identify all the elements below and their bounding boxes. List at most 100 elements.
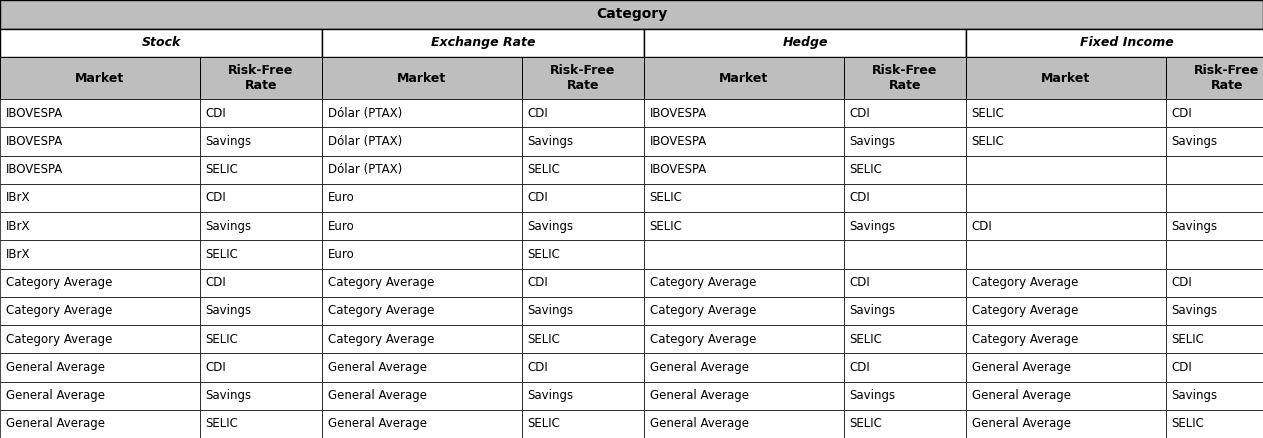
- Text: IBOVESPA: IBOVESPA: [649, 106, 707, 120]
- Bar: [322, 325, 522, 353]
- Text: SELIC: SELIC: [205, 163, 237, 176]
- Bar: [322, 297, 522, 325]
- Text: IBrX: IBrX: [5, 219, 30, 233]
- Text: Market: Market: [1042, 71, 1090, 85]
- Text: General Average: General Average: [971, 417, 1071, 431]
- Text: Category Average: Category Average: [327, 332, 434, 346]
- Text: Savings: Savings: [1171, 389, 1218, 402]
- Text: General Average: General Average: [5, 361, 105, 374]
- Bar: [966, 99, 1166, 127]
- Bar: [966, 127, 1166, 155]
- Bar: [966, 353, 1166, 381]
- Text: Category Average: Category Average: [649, 332, 757, 346]
- Text: CDI: CDI: [1171, 361, 1192, 374]
- Text: General Average: General Average: [327, 417, 427, 431]
- Bar: [966, 297, 1166, 325]
- Text: Savings: Savings: [527, 304, 573, 318]
- Text: SELIC: SELIC: [527, 417, 560, 431]
- Text: Category Average: Category Average: [649, 304, 757, 318]
- Text: SELIC: SELIC: [649, 219, 682, 233]
- Bar: [966, 155, 1166, 184]
- Bar: [322, 127, 522, 155]
- Bar: [322, 212, 522, 240]
- Bar: [644, 155, 844, 184]
- Text: Exchange Rate: Exchange Rate: [431, 36, 536, 49]
- Bar: [0, 212, 200, 240]
- Bar: [200, 325, 322, 353]
- Text: IBrX: IBrX: [5, 191, 30, 205]
- Bar: [0, 240, 200, 268]
- Text: CDI: CDI: [1171, 106, 1192, 120]
- Text: General Average: General Average: [327, 389, 427, 402]
- Text: Savings: Savings: [205, 389, 251, 402]
- Text: Savings: Savings: [527, 135, 573, 148]
- Bar: [200, 127, 322, 155]
- Bar: [644, 297, 844, 325]
- Bar: [322, 184, 522, 212]
- Bar: [844, 268, 966, 297]
- Bar: [522, 410, 644, 438]
- Bar: [522, 325, 644, 353]
- Text: Dólar (PTAX): Dólar (PTAX): [327, 135, 402, 148]
- Bar: [0, 0, 1263, 28]
- Bar: [644, 325, 844, 353]
- Bar: [0, 127, 200, 155]
- Bar: [844, 155, 966, 184]
- Text: General Average: General Average: [971, 361, 1071, 374]
- Bar: [322, 99, 522, 127]
- Bar: [0, 99, 200, 127]
- Text: Hedge: Hedge: [782, 36, 829, 49]
- Text: Category Average: Category Average: [971, 332, 1079, 346]
- Bar: [1166, 127, 1263, 155]
- Text: CDI: CDI: [205, 106, 226, 120]
- Bar: [644, 127, 844, 155]
- Text: IBOVESPA: IBOVESPA: [649, 135, 707, 148]
- Text: Euro: Euro: [327, 191, 355, 205]
- Bar: [1166, 353, 1263, 381]
- Text: SELIC: SELIC: [205, 332, 237, 346]
- Bar: [844, 127, 966, 155]
- Text: Savings: Savings: [527, 389, 573, 402]
- Bar: [322, 240, 522, 268]
- Bar: [322, 28, 644, 57]
- Bar: [966, 325, 1166, 353]
- Text: CDI: CDI: [849, 361, 870, 374]
- Bar: [322, 353, 522, 381]
- Text: Risk-Free
Rate: Risk-Free Rate: [229, 64, 293, 92]
- Text: Euro: Euro: [327, 248, 355, 261]
- Bar: [0, 381, 200, 410]
- Bar: [966, 212, 1166, 240]
- Text: General Average: General Average: [649, 361, 749, 374]
- Text: IBOVESPA: IBOVESPA: [649, 163, 707, 176]
- Text: SELIC: SELIC: [849, 332, 882, 346]
- Bar: [1166, 268, 1263, 297]
- Bar: [522, 268, 644, 297]
- Bar: [0, 155, 200, 184]
- Text: IBrX: IBrX: [5, 248, 30, 261]
- Text: Fixed Income: Fixed Income: [1080, 36, 1175, 49]
- Bar: [322, 268, 522, 297]
- Text: Market: Market: [76, 71, 124, 85]
- Text: CDI: CDI: [971, 219, 993, 233]
- Bar: [522, 127, 644, 155]
- Bar: [0, 28, 322, 57]
- Text: Savings: Savings: [849, 389, 895, 402]
- Text: IBOVESPA: IBOVESPA: [5, 163, 63, 176]
- Text: General Average: General Average: [971, 389, 1071, 402]
- Text: CDI: CDI: [1171, 276, 1192, 289]
- Bar: [200, 410, 322, 438]
- Bar: [0, 325, 200, 353]
- Text: Savings: Savings: [527, 219, 573, 233]
- Bar: [522, 212, 644, 240]
- Bar: [0, 268, 200, 297]
- Text: Risk-Free
Rate: Risk-Free Rate: [551, 64, 615, 92]
- Bar: [1166, 184, 1263, 212]
- Bar: [200, 57, 322, 99]
- Text: SELIC: SELIC: [205, 417, 237, 431]
- Bar: [322, 381, 522, 410]
- Bar: [1166, 155, 1263, 184]
- Bar: [844, 410, 966, 438]
- Text: Category Average: Category Average: [5, 276, 112, 289]
- Bar: [200, 268, 322, 297]
- Text: SELIC: SELIC: [971, 106, 1004, 120]
